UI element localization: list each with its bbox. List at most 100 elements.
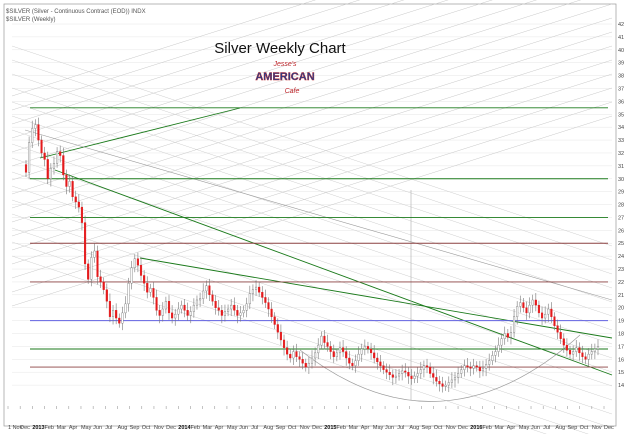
candle-up <box>310 357 314 364</box>
y-tick-label: 36 <box>618 99 624 105</box>
candle-up <box>93 250 96 258</box>
candle-down <box>270 308 273 317</box>
trendline <box>11 73 613 265</box>
trendline <box>11 101 613 303</box>
candle-up <box>544 313 547 319</box>
candle-down <box>435 377 438 382</box>
candle-up <box>360 348 363 355</box>
x-tick-label: Jun <box>531 425 540 431</box>
y-tick-label: 26 <box>618 228 624 234</box>
candle-up <box>593 348 596 352</box>
x-tick-label: Aug <box>409 425 419 431</box>
candle-up <box>463 365 466 370</box>
candle-up <box>419 369 422 374</box>
header-line-2: $SILVER (Weekly) <box>6 17 55 23</box>
candle-down <box>208 285 211 296</box>
candle-up <box>491 355 494 361</box>
candle-layer <box>24 117 600 393</box>
candle-down <box>534 299 537 306</box>
candle-down <box>342 347 345 352</box>
candle-down <box>432 373 435 378</box>
y-tick-label: 22 <box>618 280 624 286</box>
x-tick-label: Nov <box>154 425 164 431</box>
candle-up <box>547 308 550 315</box>
y-tick-label: 17 <box>618 344 624 350</box>
x-tick-label: Feb <box>190 425 199 431</box>
candle-down <box>556 325 559 333</box>
candle-up <box>248 293 251 305</box>
candle-up <box>457 373 460 378</box>
x-tick-label: 1 Nov <box>8 425 23 431</box>
candle-up <box>199 298 202 301</box>
trendline <box>11 115 613 317</box>
candle-up <box>164 301 167 310</box>
candle-down <box>62 155 65 176</box>
y-tick-label: 31 <box>618 164 624 170</box>
candle-up <box>68 181 71 187</box>
candle-up <box>572 351 575 355</box>
x-tick-label: Mar <box>495 425 505 431</box>
candle-up <box>292 351 295 359</box>
candle-down <box>379 361 382 366</box>
candle-down <box>108 301 111 317</box>
header-line-1: $SILVER (Silver - Continuous Contract (E… <box>6 9 146 15</box>
candle-down <box>24 164 28 173</box>
trendline <box>24 129 613 301</box>
trendline <box>11 129 613 331</box>
candle-up <box>124 303 127 314</box>
candle-down <box>525 307 528 314</box>
trendline <box>11 87 613 289</box>
candle-down <box>46 159 49 179</box>
candle-down <box>506 333 509 338</box>
candle-up <box>447 382 450 386</box>
candle-up <box>189 311 192 316</box>
trendline <box>11 143 613 345</box>
candle-up <box>127 283 130 305</box>
trendline <box>11 213 613 415</box>
candle-down <box>323 335 326 343</box>
candle-up <box>422 365 425 370</box>
candle-up <box>223 311 227 316</box>
trendline <box>11 45 613 247</box>
y-tick-label: 27 <box>618 215 624 221</box>
candle-up <box>307 362 310 368</box>
trendline <box>11 3 613 195</box>
candle-down <box>233 304 236 311</box>
jesses-cafe-logo: Jesse's AMERICAN Cafe <box>255 61 315 95</box>
candle-down <box>282 339 286 348</box>
candle-down <box>540 312 544 319</box>
x-tick-label: Feb <box>482 425 491 431</box>
candle-down <box>438 381 441 385</box>
candle-down <box>348 357 351 364</box>
trendline <box>11 101 613 293</box>
x-tick-label: Aug <box>263 425 273 431</box>
candle-up <box>397 373 401 377</box>
x-tick-label: Sep <box>276 425 286 431</box>
x-tick-label: Mar <box>57 425 67 431</box>
candle-down <box>295 351 298 357</box>
candle-up <box>90 257 93 280</box>
candle-down <box>475 365 478 368</box>
y-tick-label: 14 <box>618 383 624 389</box>
x-tick-label: Oct <box>142 425 151 431</box>
trendline-major <box>39 107 241 159</box>
candle-up <box>56 151 59 164</box>
candle-down <box>385 369 388 373</box>
candle-up <box>575 347 578 352</box>
x-tick-label: Apr <box>69 425 78 431</box>
y-tick-label: 25 <box>618 241 624 247</box>
y-tick-label: 42 <box>618 22 624 28</box>
x-tick-label: Aug <box>555 425 565 431</box>
chart-title: Silver Weekly Chart <box>214 40 346 57</box>
candle-down <box>87 263 90 280</box>
x-tick-label: Jun <box>93 425 102 431</box>
x-tick-label: Mar <box>349 425 359 431</box>
candle-up <box>460 369 463 374</box>
candle-down <box>186 310 189 316</box>
trendline <box>11 0 316 97</box>
candle-down <box>562 338 565 346</box>
candle-down <box>171 312 174 319</box>
candle-down <box>37 124 40 141</box>
candle-down <box>279 332 282 341</box>
